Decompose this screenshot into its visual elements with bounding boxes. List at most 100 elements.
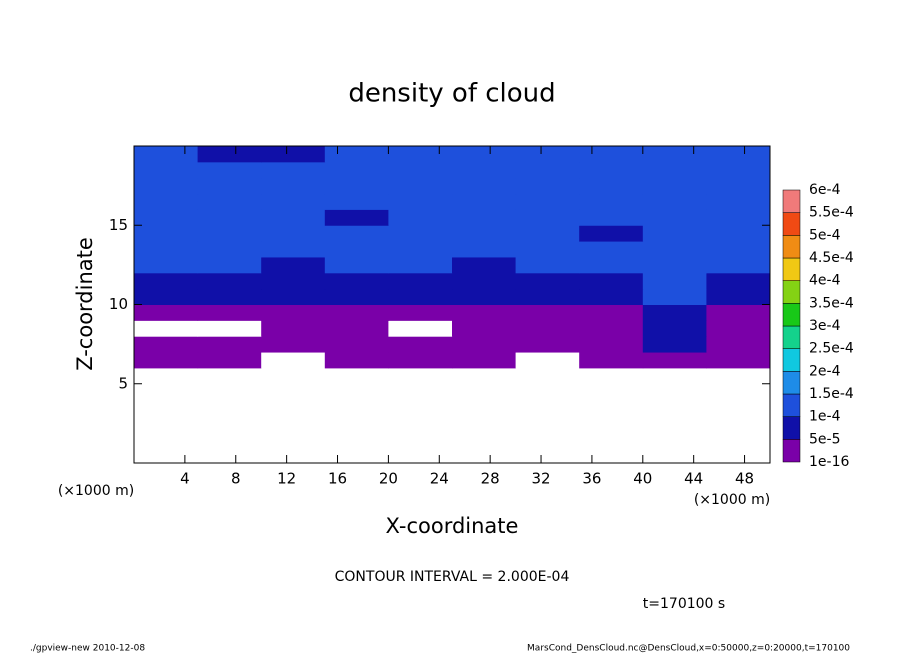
field-cell [388, 193, 453, 210]
colorbar-box [782, 189, 801, 213]
field-cell [452, 367, 517, 385]
field-cell [324, 288, 389, 305]
field-cell [134, 161, 199, 179]
colorbar-label: 3.5e-4 [809, 295, 854, 311]
field-cell [134, 256, 199, 274]
field-cell [515, 304, 580, 321]
field-cell [515, 146, 580, 163]
field-cell [706, 336, 771, 353]
field-cell [579, 241, 644, 258]
field-cell [197, 209, 262, 226]
colorbar-box [782, 280, 801, 304]
field-cell [452, 352, 517, 369]
x-tick-label: 8 [231, 470, 241, 488]
field-cell [324, 209, 389, 226]
field-cell [706, 399, 771, 416]
field-cell [579, 193, 644, 210]
field-cell [579, 146, 644, 163]
field-cell [261, 241, 326, 258]
field-cell [515, 415, 580, 432]
colorbar-label: 5e-5 [809, 431, 840, 447]
field-cell [642, 367, 707, 385]
field-cell [134, 447, 199, 464]
field-cell [706, 256, 771, 274]
field-cell [388, 415, 453, 432]
x-tick-label: 16 [328, 470, 347, 488]
x-tick-label: 32 [531, 470, 550, 488]
field-cell [515, 177, 580, 195]
chart-title: density of cloud [348, 79, 555, 109]
field-cell [579, 177, 644, 195]
field-cell [324, 272, 389, 290]
field-cell [197, 352, 262, 369]
field-cell [261, 447, 326, 464]
colorbar-label: 2.5e-4 [809, 341, 854, 357]
field-cell [388, 225, 453, 242]
field-cell [261, 272, 326, 290]
field-cell [134, 320, 199, 337]
y-tick-label: 5 [118, 374, 128, 392]
field-cell [134, 225, 199, 242]
y-axis-label: Z-coordinate [73, 237, 97, 371]
field-cell [706, 161, 771, 179]
field-cell [197, 336, 262, 353]
colorbar-box [782, 325, 801, 349]
field-cell [134, 288, 199, 305]
colorbar-box [782, 371, 801, 395]
field-cell [515, 193, 580, 210]
x-tick-label: 44 [684, 470, 703, 488]
field-cell [579, 304, 644, 321]
field-cell [324, 146, 389, 163]
field-cell [324, 241, 389, 258]
x-tick-label: 28 [481, 470, 500, 488]
field-cell [388, 161, 453, 179]
field-cell [642, 383, 707, 401]
field-cell [452, 256, 517, 274]
field-cell [134, 146, 199, 163]
colorbar-box [782, 235, 801, 259]
field-cell [388, 177, 453, 195]
colorbar-label: 4e-4 [809, 273, 841, 289]
field-cell [642, 352, 707, 369]
field-cell [515, 336, 580, 353]
field-cell [515, 447, 580, 464]
field-cell [388, 256, 453, 274]
field-cell [261, 288, 326, 305]
field-cell [261, 177, 326, 195]
field-cell [579, 352, 644, 369]
field-cell [579, 447, 644, 464]
x-tick-label: 36 [582, 470, 601, 488]
x-tick-label: 4 [180, 470, 190, 488]
field-cell [197, 256, 262, 274]
field-cell [515, 399, 580, 416]
field-cell [642, 415, 707, 432]
field-cell [197, 288, 262, 305]
field-cell [452, 336, 517, 353]
field-cell [388, 209, 453, 226]
field-cell [261, 336, 326, 353]
field-cell [642, 336, 707, 353]
colorbar-label: 5e-4 [809, 227, 841, 243]
field-cell [134, 209, 199, 226]
field-cell [261, 367, 326, 385]
field-cell [197, 431, 262, 448]
field-cell [515, 272, 580, 290]
field-cell [388, 352, 453, 369]
field-cell [642, 304, 707, 321]
field-cell [515, 288, 580, 305]
field-cell [642, 256, 707, 274]
field-cell [642, 272, 707, 290]
field-cell [452, 383, 517, 401]
field-cell [706, 383, 771, 401]
footer: ./gpview-new 2010-12-08 [30, 644, 145, 654]
field-cell [706, 272, 771, 290]
field-cell [261, 304, 326, 321]
field-cell [706, 415, 771, 432]
field-cell [197, 225, 262, 242]
field-cell [452, 447, 517, 464]
field-cell [324, 177, 389, 195]
field-cell [515, 320, 580, 337]
field-cell [261, 146, 326, 163]
field-cell [706, 177, 771, 195]
